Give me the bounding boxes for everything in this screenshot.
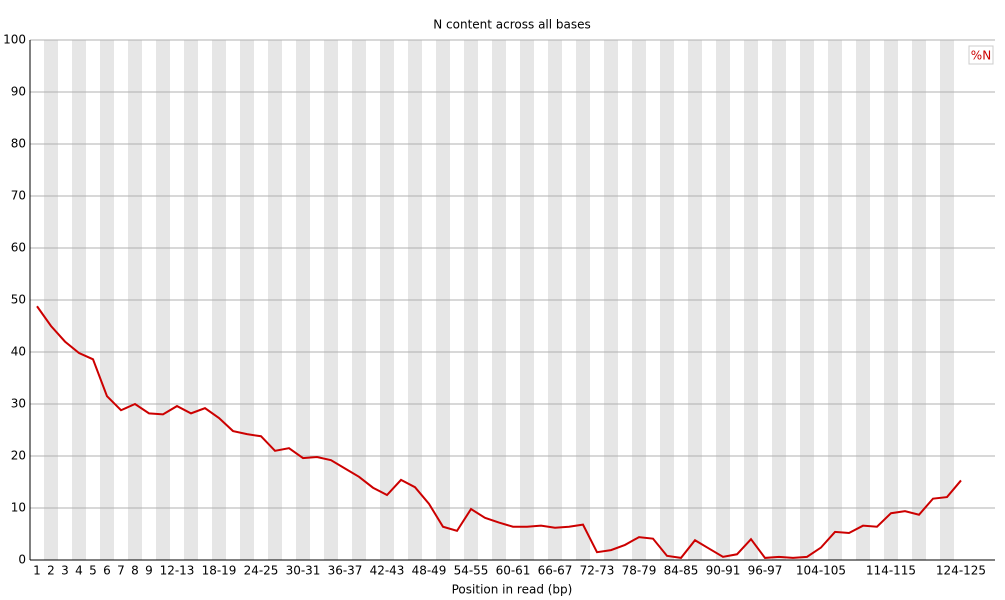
- x-tick-label: 8: [131, 564, 139, 578]
- y-tick-label: 20: [11, 449, 26, 463]
- y-tick-label: 0: [18, 553, 26, 567]
- x-tick-label: 60-61: [496, 564, 531, 578]
- x-tick-label: 78-79: [622, 564, 657, 578]
- chart-title: N content across all bases: [433, 18, 591, 32]
- y-tick-label: 90: [11, 85, 26, 99]
- y-tick-label: 40: [11, 345, 26, 359]
- x-tick-label: 24-25: [244, 564, 279, 578]
- x-tick-label: 7: [117, 564, 125, 578]
- x-tick-label: 124-125: [936, 564, 986, 578]
- x-tick-label: 30-31: [286, 564, 321, 578]
- x-tick-label: 114-115: [866, 564, 916, 578]
- x-tick-label: 48-49: [412, 564, 447, 578]
- x-tick-label: 104-105: [796, 564, 846, 578]
- y-tick-label: 100: [3, 33, 26, 47]
- x-tick-label: 6: [103, 564, 111, 578]
- x-tick-label: 9: [145, 564, 153, 578]
- line: [36, 305, 962, 559]
- x-tick-label: 3: [61, 564, 69, 578]
- y-tick-label: 60: [11, 241, 26, 255]
- x-tick-label: 54-55: [454, 564, 489, 578]
- x-tick-label: 84-85: [664, 564, 699, 578]
- legend-box: [968, 45, 994, 65]
- x-tick-label: 36-37: [328, 564, 363, 578]
- y-tick-label: 30: [11, 397, 26, 411]
- x-tick-label: 72-73: [580, 564, 615, 578]
- x-tick-label: 5: [89, 564, 97, 578]
- x-tick-label: 96-97: [748, 564, 783, 578]
- x-tick-label: 2: [47, 564, 55, 578]
- y-tick-label: 70: [11, 189, 26, 203]
- x-tick-label: 18-19: [202, 564, 237, 578]
- y-tick-label: 10: [11, 501, 26, 515]
- y-tick-label: 50: [11, 293, 26, 307]
- legend-label: %N: [971, 49, 991, 63]
- x-tick-label: 12-13: [160, 564, 195, 578]
- x-tick-label: 66-67: [538, 564, 573, 578]
- x-tick-label: 90-91: [706, 564, 741, 578]
- x-tick-label: 42-43: [370, 564, 405, 578]
- y-tick-label: 80: [11, 137, 26, 151]
- x-axis-label: Position in read (bp): [452, 583, 573, 597]
- x-tick-label: 4: [75, 564, 83, 578]
- x-tick-label: 1: [33, 564, 41, 578]
